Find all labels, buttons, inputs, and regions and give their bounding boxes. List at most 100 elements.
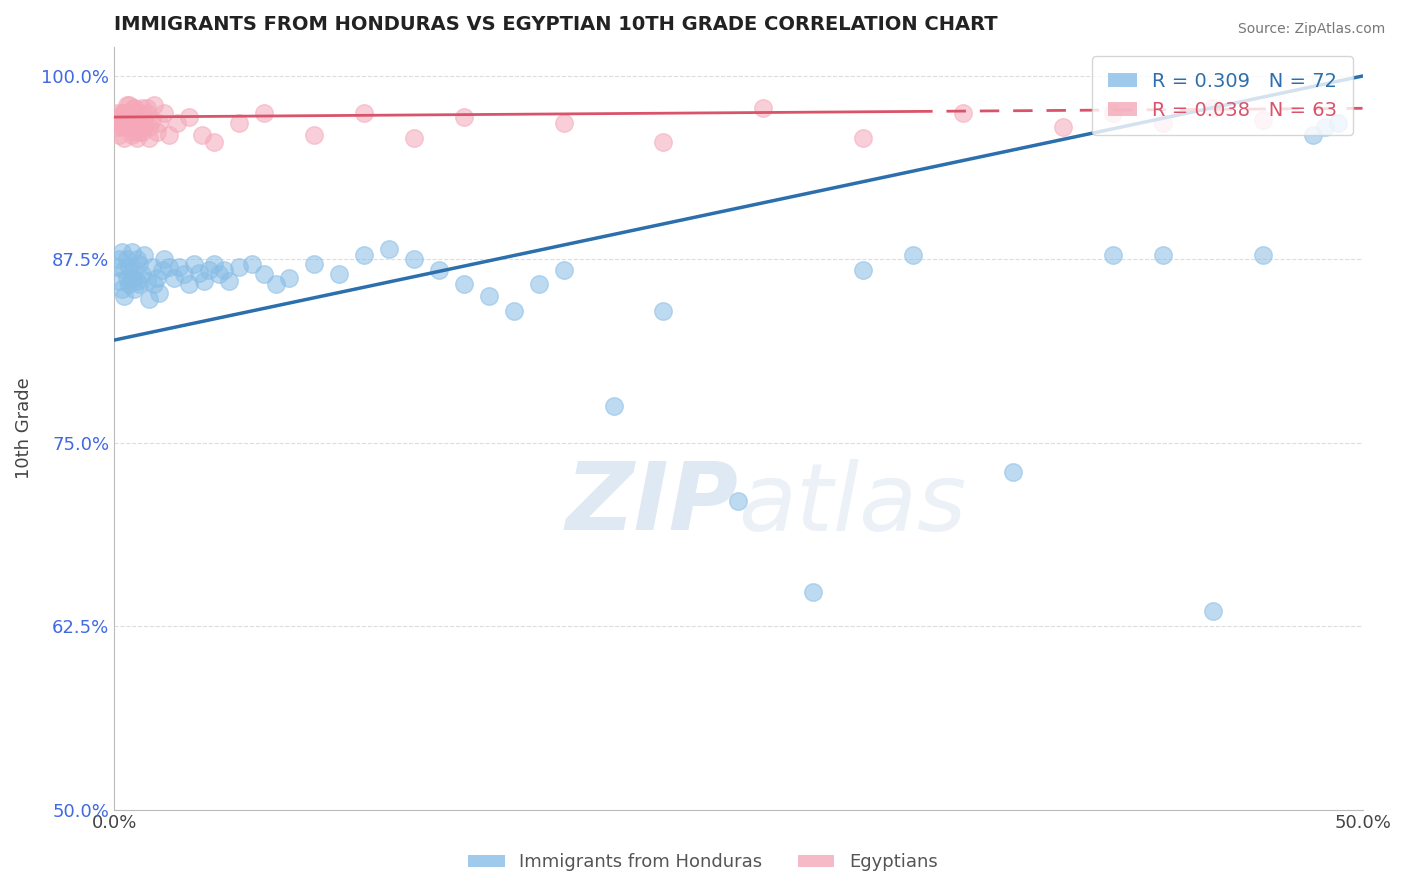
Point (122, 125, 145, 139)
Point (115, 271, 138, 285)
Point (801, 585, 824, 599)
Y-axis label: 10th Grade: 10th Grade (15, 377, 32, 479)
Point (553, 262, 575, 277)
Point (128, 125, 150, 139)
Point (402, 252, 425, 267)
Point (108, 113, 131, 128)
Point (118, 120, 141, 135)
Point (1202, 101, 1225, 115)
Point (143, 98, 166, 112)
Point (202, 257, 225, 271)
Point (131, 101, 153, 115)
Point (112, 113, 135, 128)
Point (122, 101, 145, 115)
Text: ZIP: ZIP (565, 458, 738, 550)
Point (111, 282, 134, 296)
Point (328, 267, 350, 281)
Point (1001, 465, 1024, 479)
Text: atlas: atlas (738, 458, 967, 549)
Point (115, 116, 138, 130)
Point (527, 277, 550, 292)
Point (118, 120, 141, 135)
Point (128, 277, 150, 292)
Point (402, 130, 425, 145)
Point (852, 262, 875, 277)
Point (135, 101, 157, 115)
Point (128, 257, 150, 271)
Point (188, 266, 211, 280)
Point (122, 282, 145, 296)
Point (108, 274, 131, 288)
Point (128, 110, 150, 124)
Point (125, 274, 148, 288)
Point (122, 262, 145, 277)
Point (198, 262, 221, 277)
Point (115, 105, 138, 120)
Point (153, 252, 176, 267)
Point (1313, 120, 1336, 135)
Point (111, 105, 134, 120)
Point (105, 105, 128, 120)
Point (138, 292, 160, 306)
Point (115, 252, 138, 267)
Point (112, 262, 135, 277)
Point (125, 252, 148, 267)
Point (266, 277, 288, 292)
Point (193, 274, 215, 288)
Point (228, 116, 250, 130)
Point (240, 257, 263, 271)
Point (125, 105, 148, 120)
Point (118, 98, 141, 112)
Point (453, 110, 475, 124)
Point (453, 277, 475, 292)
Point (112, 289, 135, 303)
Point (212, 262, 235, 277)
Point (115, 98, 138, 112)
Point (131, 125, 153, 139)
Point (131, 267, 153, 281)
Point (141, 260, 163, 274)
Point (478, 289, 501, 303)
Legend: Immigrants from Honduras, Egyptians: Immigrants from Honduras, Egyptians (461, 847, 945, 879)
Point (150, 262, 173, 277)
Point (652, 135, 675, 149)
Point (141, 113, 163, 128)
Point (148, 116, 170, 130)
Point (1152, 248, 1174, 262)
Point (112, 105, 135, 120)
Point (1052, 120, 1074, 135)
Point (502, 303, 524, 318)
Text: IMMIGRANTS FROM HONDURAS VS EGYPTIAN 10TH GRADE CORRELATION CHART: IMMIGRANTS FROM HONDURAS VS EGYPTIAN 10T… (114, 15, 998, 34)
Point (1251, 248, 1274, 262)
Point (135, 274, 157, 288)
Point (105, 120, 128, 135)
Point (145, 271, 167, 285)
Point (111, 116, 134, 130)
Point (108, 128, 131, 142)
Point (202, 135, 225, 149)
Point (1102, 248, 1125, 262)
Point (121, 110, 143, 124)
Point (852, 130, 875, 145)
Point (166, 116, 188, 130)
Point (108, 110, 131, 124)
Point (108, 252, 131, 267)
Point (135, 105, 157, 120)
Point (148, 286, 170, 301)
Point (302, 257, 325, 271)
Point (125, 130, 148, 145)
Point (134, 248, 156, 262)
Point (901, 248, 924, 262)
Point (353, 105, 375, 120)
Point (163, 271, 186, 285)
Point (353, 248, 375, 262)
Point (121, 128, 143, 142)
Point (134, 113, 156, 128)
Point (134, 120, 156, 135)
Point (122, 101, 145, 115)
Point (952, 105, 974, 120)
Point (208, 267, 231, 281)
Point (1152, 116, 1174, 130)
Point (118, 277, 141, 292)
Point (153, 105, 176, 120)
